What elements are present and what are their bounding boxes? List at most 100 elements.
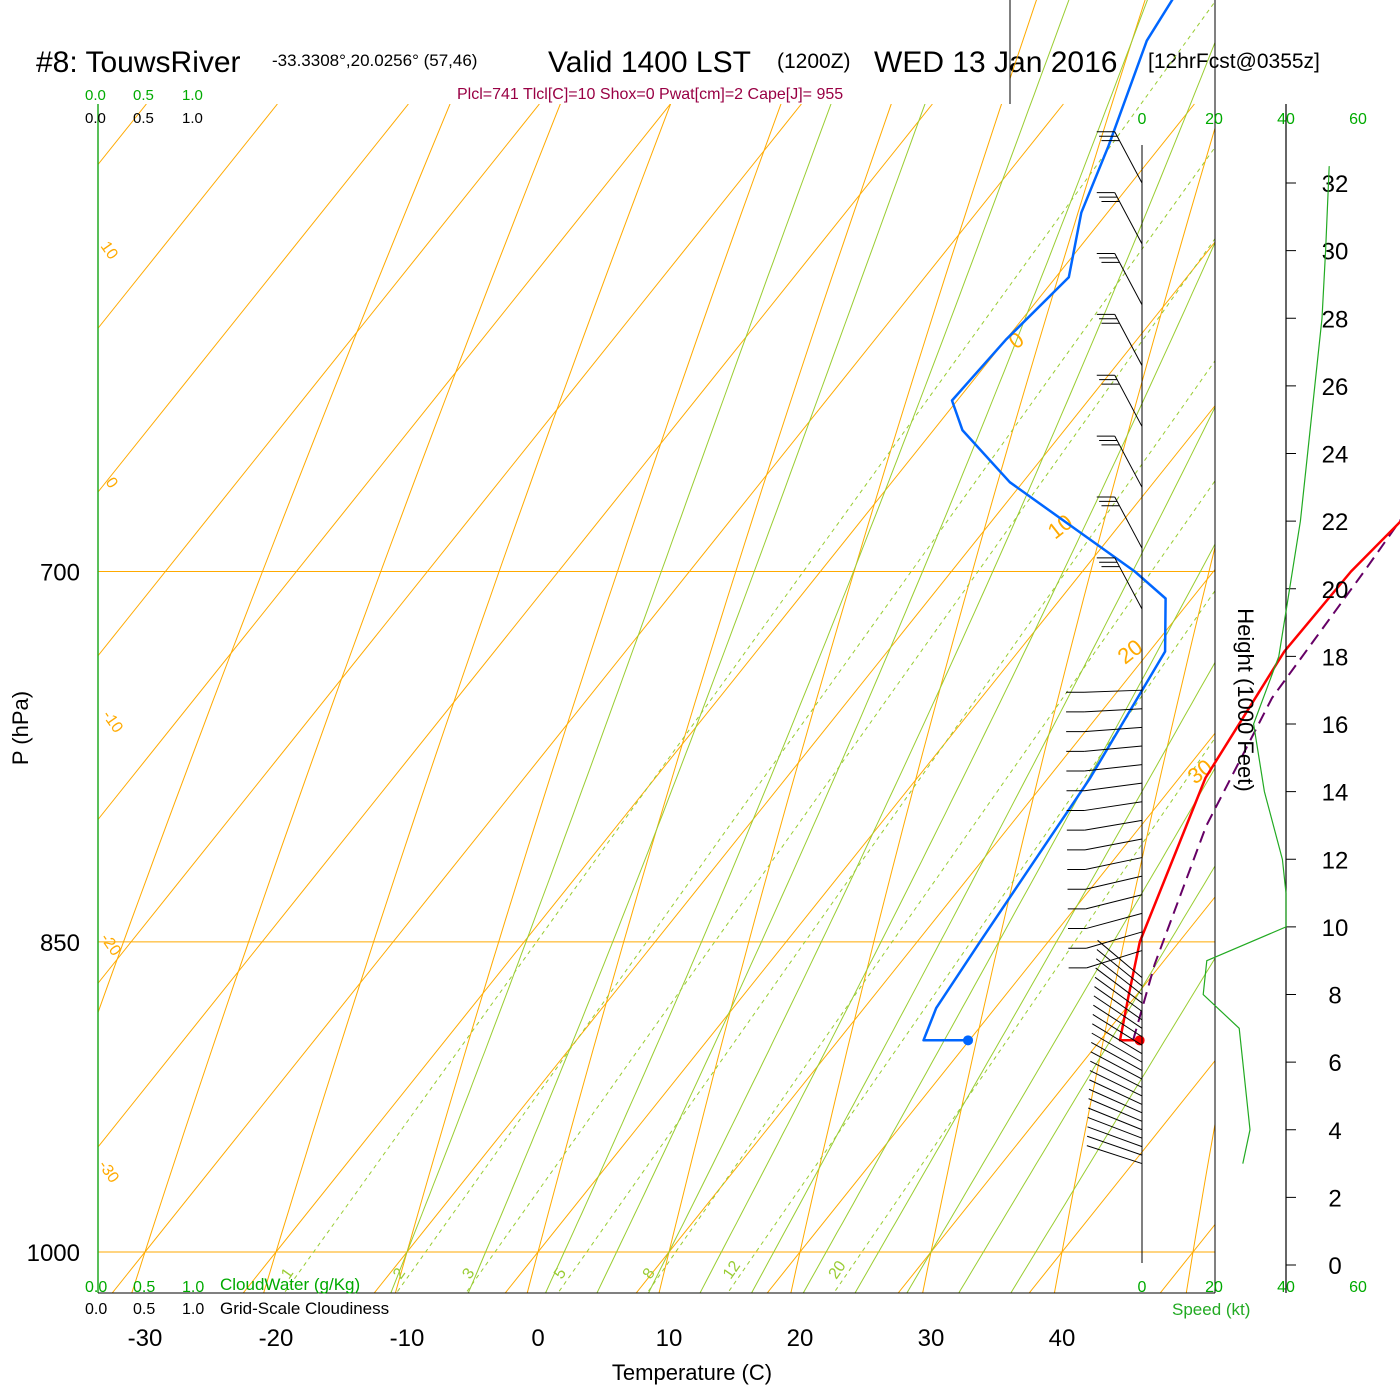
- temperature-tick-label: -20: [259, 1325, 294, 1352]
- wind-barb: [1087, 1126, 1143, 1148]
- wind-barb: [1114, 131, 1143, 184]
- wind-barb: [1088, 1088, 1143, 1114]
- wind-barb: [1084, 782, 1143, 792]
- isotherm-line: [766, 103, 1215, 1293]
- isotherm-line: [98, 103, 409, 1293]
- mixing-ratio-label: 2: [390, 1265, 409, 1282]
- moist-adiabat-line: [437, 0, 1215, 1293]
- wind-barb: [1090, 1060, 1143, 1088]
- isotherm-line: [1291, 104, 1400, 1293]
- mixing-ratio-line: [346, 0, 1215, 1293]
- wind-barb: [1093, 1004, 1143, 1038]
- adiabat-label: 10: [97, 239, 121, 263]
- mixing-ratio-label: 5: [551, 1265, 570, 1282]
- height-tick-label: 28: [1322, 306, 1349, 333]
- speed-tick-label-top: 0: [1138, 111, 1147, 128]
- cloudwater-tick-0-bottom: 0.0: [85, 1279, 107, 1296]
- surface-dewpoint-dot: [963, 1035, 974, 1046]
- isotherm-line: [111, 103, 1064, 1293]
- height-tick-label: 8: [1328, 983, 1341, 1010]
- wind-barbs: [1066, 131, 1143, 1165]
- height-tick-label: 22: [1322, 509, 1349, 536]
- sounding-parameters: Plcl=741 Tlcl[C]=10 Shox=0 Pwat[cm]=2 Ca…: [457, 86, 843, 103]
- wind-barb: [1086, 950, 1143, 969]
- height-tick-label: 2: [1328, 1185, 1341, 1212]
- moist-adiabat-line: [967, 0, 1215, 1293]
- wind-barb: [1097, 939, 1143, 978]
- dry-adiabat-line: [109, 0, 1215, 1293]
- cloudwater-tick-05: 0.5: [133, 87, 154, 104]
- dry-adiabat-line: [775, 0, 1215, 1293]
- mixing-ratio-label: 12: [720, 1258, 744, 1282]
- wind-barb: [1114, 435, 1143, 488]
- isotherm-line: [1159, 103, 1215, 1293]
- adiabat-label: 0: [102, 475, 121, 492]
- isotherm-line: [897, 103, 1215, 1293]
- isotherm-line: [635, 103, 1215, 1293]
- wind-barb: [1086, 1145, 1143, 1165]
- dry-adiabat-line: [375, 0, 1215, 1293]
- cloudwater-tick-1-bottom: 1.0: [182, 1279, 204, 1296]
- isotherm-line: [98, 103, 278, 1293]
- valid-time: Valid 1400 LST: [548, 46, 751, 79]
- wind-barb: [1092, 1014, 1143, 1046]
- mixing-ratio-label: 20: [826, 1258, 850, 1282]
- speed-tick-label-top: 40: [1277, 111, 1295, 128]
- wind-barb: [1091, 1042, 1143, 1072]
- pressure-label-1000: 1000: [27, 1240, 80, 1267]
- cloudiness-label: Grid-Scale Cloudiness: [220, 1299, 389, 1318]
- mixing-ratio-label: 3: [459, 1265, 478, 1282]
- wind-barb: [1090, 1051, 1143, 1080]
- wind-barb: [1088, 1107, 1143, 1131]
- moist-adiabat-line: [662, 0, 1215, 1293]
- height-tick-label: 12: [1322, 847, 1349, 874]
- isotherm-line: [98, 103, 671, 1293]
- isotherm-line: [373, 103, 1215, 1293]
- height-tick-label: 16: [1322, 712, 1349, 739]
- dry-adiabat-line: [908, 0, 1215, 1293]
- dry-adiabat-line: [1174, 0, 1215, 1293]
- wind-barb: [1085, 857, 1143, 871]
- dry-adiabat-line: [641, 0, 1215, 1293]
- height-tick-label: 0: [1328, 1253, 1341, 1280]
- wind-barb: [1087, 1116, 1143, 1139]
- temperature-tick-label: 10: [656, 1325, 683, 1352]
- dewpoint-profile: [922, 0, 1174, 1042]
- wind-barb: [1084, 764, 1143, 772]
- dry-adiabat-line: [1041, 0, 1215, 1293]
- height-tick-label: 4: [1328, 1118, 1341, 1145]
- wind-barb: [1093, 995, 1143, 1029]
- temperature-profile: [1118, 520, 1400, 1042]
- dry-adiabat-line: [508, 0, 1215, 1293]
- height-tick-label: 14: [1322, 780, 1349, 807]
- wind-barb: [1085, 912, 1143, 930]
- pressure-label-700: 700: [40, 559, 80, 586]
- profile-lines: [922, 0, 1400, 1046]
- dry-adiabat-line: [242, 0, 1215, 1293]
- wind-barb: [1084, 726, 1143, 733]
- wind-barb: [1095, 958, 1143, 995]
- mixing-ratio-line: [415, 0, 1215, 1293]
- speed-tick-label-top: 60: [1349, 111, 1367, 128]
- isotherm-line: [98, 103, 933, 1293]
- wind-barb: [1086, 1135, 1143, 1156]
- temperature-tick-label: -30: [128, 1325, 163, 1352]
- isotherm-line: [98, 103, 802, 1293]
- dry-adiabat-line: [1308, 0, 1400, 1363]
- wind-barb: [1114, 496, 1143, 549]
- isotherm-line: [1028, 103, 1215, 1293]
- wind-barb: [1085, 894, 1143, 910]
- speed-tick-label-top: 20: [1205, 111, 1223, 128]
- temperature-tick-label: -10: [390, 1325, 425, 1352]
- mixing-ratio-line: [233, 0, 1215, 1293]
- height-tick-label: 26: [1322, 374, 1349, 401]
- isotherm-line: [98, 103, 540, 1293]
- speed-tick-label-bottom: 60: [1349, 1279, 1367, 1296]
- dry-adiabat-line: [98, 0, 1171, 1293]
- cloudwater-tick-05-bottom: 0.5: [133, 1279, 155, 1296]
- pressure-label-850: 850: [40, 930, 80, 957]
- header: #8: TouwsRiver -33.3308°,20.0256° (57,46…: [36, 46, 1320, 103]
- moist-adiabat-line: [512, 0, 1215, 1293]
- isotherm-line: [504, 103, 1215, 1293]
- height-tick-label: 32: [1322, 171, 1349, 198]
